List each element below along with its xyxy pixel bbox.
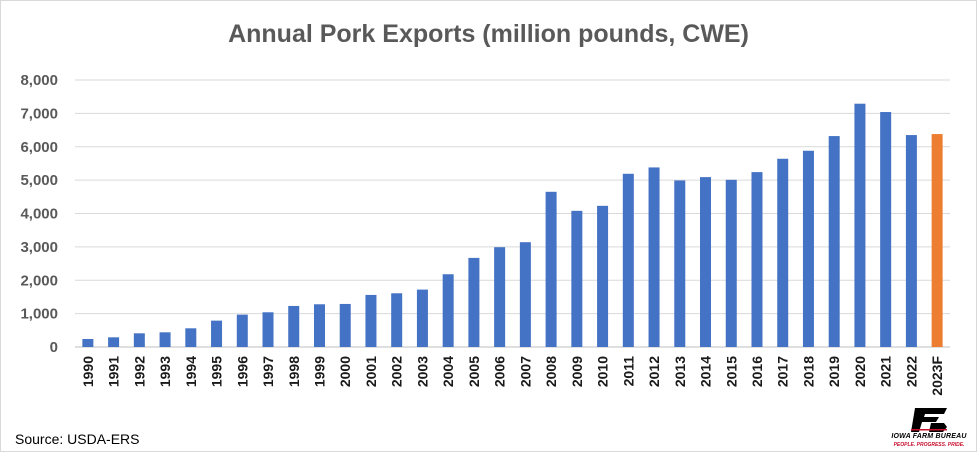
x-tick-label: 2004 [440,356,456,387]
farm-bureau-mark-icon [911,408,947,432]
bar-2015 [725,179,737,347]
x-tick-label: 2022 [903,356,919,387]
y-tick-label: 3,000 [20,239,58,256]
bar-2011 [622,173,634,347]
bar-2010 [597,205,609,347]
source-note: Source: USDA-ERS [15,431,140,447]
x-tick-label: 2015 [723,356,739,387]
x-tick-label: 2019 [826,356,842,387]
bar-1998 [288,305,300,347]
bar-2006 [494,247,506,347]
bar-1991 [108,337,120,347]
x-tick-label: 2005 [466,356,482,387]
x-tick-label: 1999 [311,356,327,387]
x-tick-label: 2007 [517,356,533,387]
x-tick-label: 2016 [749,356,765,387]
bar-2018 [802,150,814,347]
x-tick-label: 1990 [80,356,96,387]
x-tick-label: 1992 [131,356,147,387]
x-tick-label: 2006 [492,356,508,387]
x-tick-label: 1998 [286,356,302,387]
x-tick-label: 2009 [569,356,585,387]
x-tick-label: 2012 [646,356,662,387]
x-tick-label: 1993 [157,356,173,387]
x-tick-label: 2008 [543,356,559,387]
y-tick-label: 0 [50,339,58,356]
bar-1995 [211,320,223,347]
y-tick-label: 6,000 [20,139,58,156]
bar-2005 [468,257,480,347]
bar-2007 [519,242,531,347]
x-tick-label: 1997 [260,356,276,387]
x-tick-label: 1994 [183,356,199,387]
y-tick-label: 7,000 [20,105,58,122]
x-tick-label: 2018 [800,356,816,387]
x-tick-label: 2003 [414,356,430,387]
bar-1996 [236,314,248,347]
bar-1999 [313,304,325,347]
x-tick-label: 2000 [337,356,353,387]
y-axis-ticks: 0 1,000 2,000 3,000 4,000 5,000 6,000 7,000 8,00… [20,72,58,356]
bars [82,103,943,347]
y-tick-label: 8,000 [20,72,58,89]
y-tick-label: 4,000 [20,206,58,223]
bar-2003 [416,289,428,347]
bar-1993 [159,332,171,347]
bar-2012 [648,167,660,347]
x-tick-label: 1991 [106,356,122,387]
x-tick-label: 2010 [595,356,611,387]
gridlines [75,79,950,348]
bar-2020 [854,103,866,347]
bar-2019 [828,136,840,347]
bar-2004 [442,274,454,347]
bar-1997 [262,312,274,347]
x-tick-label: 2014 [698,356,714,387]
x-tick-label: 2020 [852,356,868,387]
x-tick-label: 1996 [234,356,250,387]
logo-tagline: PEOPLE. PROGRESS. PRIDE. [893,442,965,448]
bar-2014 [700,177,712,347]
bar-2016 [751,172,763,347]
bar-2022 [905,135,917,347]
bar-2023F [931,134,943,347]
y-tick-label: 1,000 [20,306,58,323]
bar-1992 [133,333,145,347]
bar-1990 [82,338,94,347]
bar-2001 [365,294,377,347]
iowa-farm-bureau-logo: IOWA FARM BUREAU PEOPLE. PROGRESS. PRIDE… [885,408,973,450]
x-axis-ticks: 1990 1991 1992 1993 1994 1995 1996 1997 1998 1999… [80,356,945,396]
bar-2021 [880,112,892,347]
y-tick-label: 5,000 [20,172,58,189]
y-tick-label: 2,000 [20,272,58,289]
x-tick-label: 2013 [672,356,688,387]
x-tick-label: 2021 [878,356,894,387]
chart-title: Annual Pork Exports (million pounds, CWE… [228,20,749,48]
x-tick-label: 1995 [209,356,225,387]
bar-1994 [185,328,197,347]
bar-2009 [571,210,583,347]
bar-2017 [777,158,789,347]
x-tick-label: 2001 [363,356,379,387]
x-tick-label: 2017 [775,356,791,387]
x-tick-label: 2002 [389,356,405,387]
x-tick-label: 2023F [929,356,945,396]
x-tick-label: 2011 [620,356,636,387]
logo-name: IOWA FARM BUREAU [891,433,967,440]
bar-2013 [674,180,686,347]
bar-2008 [545,191,557,347]
bar-2002 [391,293,403,347]
bar-2000 [339,303,351,347]
